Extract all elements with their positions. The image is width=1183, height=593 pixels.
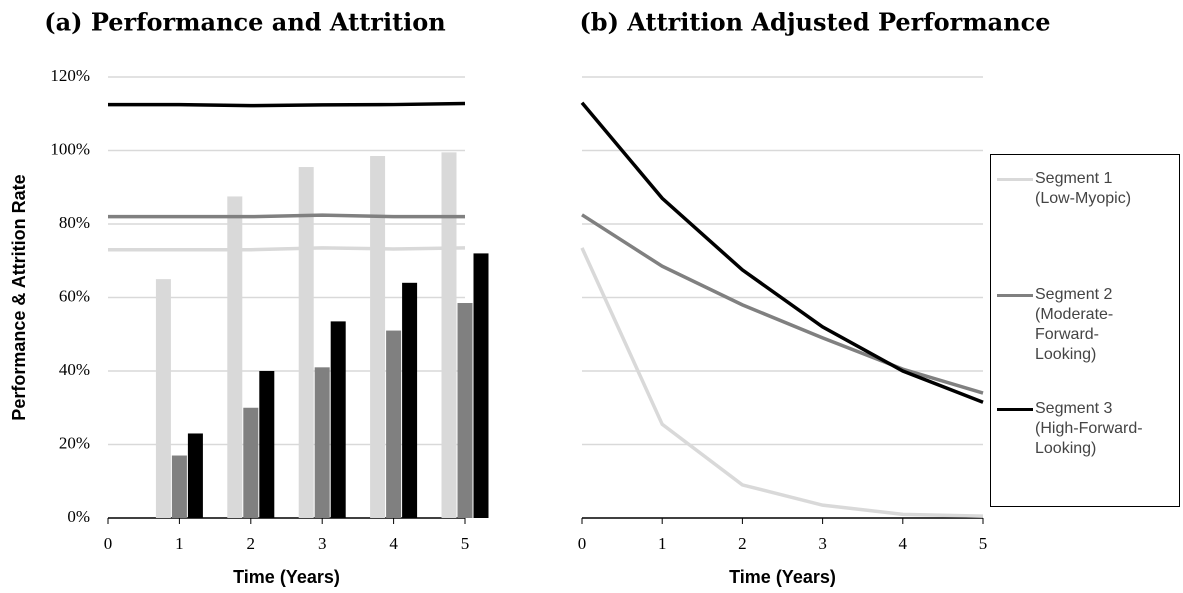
bar <box>298 167 314 518</box>
legend-label: Segment 3 (High-Forward-Looking) <box>1035 400 1143 457</box>
legend-swatch <box>997 408 1033 411</box>
line <box>108 213 465 219</box>
line <box>581 213 984 395</box>
bar <box>171 455 187 518</box>
bar <box>187 433 203 518</box>
line <box>108 246 466 252</box>
bar <box>441 152 457 518</box>
line <box>580 247 984 518</box>
legend-item: Segment 2 (Moderate-Forward-Looking) <box>997 285 1145 365</box>
bar <box>457 303 473 518</box>
legend-item: Segment 1 (Low-Myopic) <box>997 169 1145 209</box>
x-tick-label: 0 <box>578 534 587 553</box>
y-tick-label: 40% <box>59 360 90 379</box>
y-axis-title: Performance & Attrition Rate <box>9 174 29 420</box>
bar <box>155 279 171 518</box>
y-tick-label: 20% <box>59 433 90 452</box>
x-tick-label: 2 <box>247 534 256 553</box>
legend: Segment 1 (Low-Myopic) Segment 2 (Moderat… <box>990 154 1180 507</box>
x-tick-label: 5 <box>461 534 470 553</box>
bar <box>243 407 259 518</box>
x-tick-label: 1 <box>658 534 667 553</box>
x-tick-label: 0 <box>104 534 113 553</box>
legend-swatch <box>997 294 1033 297</box>
line <box>108 101 466 108</box>
x-tick-label: 4 <box>389 534 398 553</box>
x-axis-title: Time (Years) <box>233 567 340 587</box>
panel-title: (a) Performance and Attrition <box>44 8 445 37</box>
x-tick-label: 3 <box>318 534 327 553</box>
legend-label: Segment 1 (Low-Myopic) <box>1035 170 1132 207</box>
x-axis-title: Time (Years) <box>729 567 836 587</box>
legend-label: Segment 2 (Moderate-Forward-Looking) <box>1035 286 1114 363</box>
x-tick-label: 1 <box>175 534 184 553</box>
x-tick-label: 3 <box>818 534 827 553</box>
y-tick-label: 80% <box>59 213 90 232</box>
bar <box>370 156 386 518</box>
bar <box>386 330 402 518</box>
bar <box>402 282 418 518</box>
legend-item: Segment 3 (High-Forward-Looking) <box>997 399 1145 459</box>
bar <box>227 196 243 518</box>
bar <box>473 253 489 518</box>
x-tick-label: 4 <box>899 534 908 553</box>
x-tick-label: 2 <box>738 534 747 553</box>
bar <box>259 371 275 518</box>
legend-swatch <box>997 178 1033 181</box>
x-tick-label: 5 <box>979 534 988 553</box>
bar <box>314 367 330 518</box>
panel-title: (b) Attrition Adjusted Performance <box>579 8 1050 37</box>
bar <box>330 321 346 518</box>
y-tick-label: 60% <box>59 286 90 305</box>
line <box>580 101 984 404</box>
y-tick-label: 0% <box>67 507 90 526</box>
y-tick-label: 120% <box>50 66 90 85</box>
y-tick-label: 100% <box>50 139 90 158</box>
